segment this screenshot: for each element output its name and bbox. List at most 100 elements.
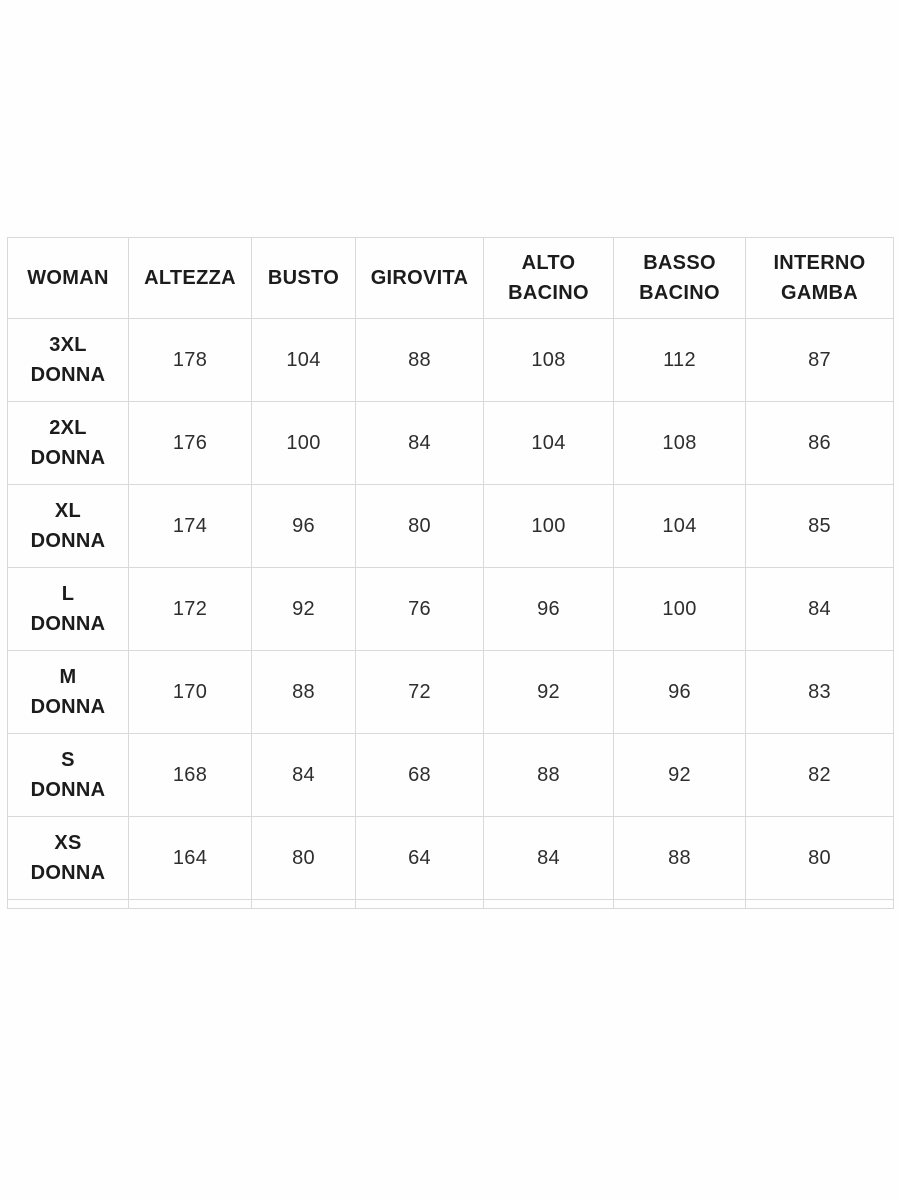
spacer-cell (613, 899, 746, 909)
header-cell-alto-bacino: ALTO BACINO (483, 237, 614, 319)
size-label-line: DONNA (30, 779, 106, 801)
value-cell: 83 (745, 650, 894, 734)
spacer-cell (251, 899, 356, 909)
value-cell: 88 (251, 650, 356, 734)
value-cell: 80 (251, 816, 356, 900)
header-row: WOMAN ALTEZZA BUSTO GIROVITA ALTO BACINO BASSO… (7, 237, 894, 319)
spacer-cell (7, 899, 129, 909)
header-cell-busto: BUSTO (251, 237, 356, 319)
value-cell: 100 (613, 567, 746, 651)
value-cell: 88 (355, 318, 484, 402)
header-label-line: GIROVITA (370, 267, 469, 289)
value-cell: 92 (483, 650, 614, 734)
value-cell: 82 (745, 733, 894, 817)
value-cell: 88 (613, 816, 746, 900)
value-cell: 92 (613, 733, 746, 817)
size-cell: M DONNA (7, 650, 129, 734)
header-label-line: WOMAN (27, 267, 109, 289)
size-label-line: 2XL (49, 417, 87, 439)
table-row-xs-donna: XS DONNA 164 80 64 84 88 80 (7, 816, 894, 900)
size-label-line: DONNA (30, 613, 106, 635)
value-cell: 112 (613, 318, 746, 402)
value-cell: 84 (251, 733, 356, 817)
value-cell: 76 (355, 567, 484, 651)
header-label-line: INTERNO (773, 252, 866, 274)
value-cell: 96 (483, 567, 614, 651)
table-header: WOMAN ALTEZZA BUSTO GIROVITA ALTO BACINO BASSO… (7, 237, 894, 319)
value-cell: 164 (128, 816, 252, 900)
table-row-m-donna: M DONNA 170 88 72 92 96 83 (7, 650, 894, 734)
header-cell-basso-bacino: BASSO BACINO (613, 237, 746, 319)
table-row-xl-donna: XL DONNA 174 96 80 100 104 85 (7, 484, 894, 568)
value-cell: 87 (745, 318, 894, 402)
value-cell: 84 (745, 567, 894, 651)
size-cell: 3XL DONNA (7, 318, 129, 402)
value-cell: 88 (483, 733, 614, 817)
spacer-cell (745, 899, 894, 909)
value-cell: 92 (251, 567, 356, 651)
header-label-line: BACINO (639, 282, 720, 304)
table-row-2xl-donna: 2XL DONNA 176 100 84 104 108 86 (7, 401, 894, 485)
value-cell: 104 (483, 401, 614, 485)
header-label-line: BACINO (508, 282, 589, 304)
header-cell-girovita: GIROVITA (355, 237, 484, 319)
spacer-cell (355, 899, 484, 909)
header-cell-altezza: ALTEZZA (128, 237, 252, 319)
size-cell: L DONNA (7, 567, 129, 651)
spacer-cell (483, 899, 614, 909)
value-cell: 86 (745, 401, 894, 485)
value-cell: 174 (128, 484, 252, 568)
size-label-line: DONNA (30, 530, 106, 552)
value-cell: 80 (355, 484, 484, 568)
size-label-line: DONNA (30, 862, 106, 884)
value-cell: 72 (355, 650, 484, 734)
value-cell: 64 (355, 816, 484, 900)
size-cell: XS DONNA (7, 816, 129, 900)
header-label-line: GAMBA (780, 282, 859, 304)
spacer-cell (128, 899, 252, 909)
value-cell: 168 (128, 733, 252, 817)
table-body: 3XL DONNA 178 104 88 108 112 87 2XL DONNA 176 100 84… (7, 318, 894, 900)
value-cell: 96 (613, 650, 746, 734)
header-cell-interno-gamba: INTERNO GAMBA (745, 237, 894, 319)
value-cell: 84 (483, 816, 614, 900)
size-label-line: S (61, 749, 75, 771)
size-cell: XL DONNA (7, 484, 129, 568)
value-cell: 68 (355, 733, 484, 817)
size-cell: 2XL DONNA (7, 401, 129, 485)
value-cell: 108 (483, 318, 614, 402)
value-cell: 104 (251, 318, 356, 402)
value-cell: 80 (745, 816, 894, 900)
value-cell: 85 (745, 484, 894, 568)
table-row-l-donna: L DONNA 172 92 76 96 100 84 (7, 567, 894, 651)
size-label-line: XL (54, 500, 82, 522)
table-bottom-spacer-row (7, 899, 894, 909)
header-label-line: ALTEZZA (144, 267, 236, 289)
header-label-line: BUSTO (267, 267, 340, 289)
value-cell: 108 (613, 401, 746, 485)
size-label-line: L (61, 583, 75, 605)
header-label-line: ALTO (521, 252, 576, 274)
value-cell: 100 (483, 484, 614, 568)
header-label-line: BASSO (643, 252, 716, 274)
value-cell: 96 (251, 484, 356, 568)
size-label-line: M (59, 666, 77, 688)
size-chart-table: WOMAN ALTEZZA BUSTO GIROVITA ALTO BACINO BASSO… (7, 237, 894, 909)
size-label-line: DONNA (30, 447, 106, 469)
value-cell: 170 (128, 650, 252, 734)
table-row-s-donna: S DONNA 168 84 68 88 92 82 (7, 733, 894, 817)
value-cell: 104 (613, 484, 746, 568)
size-label-line: DONNA (30, 364, 106, 386)
value-cell: 84 (355, 401, 484, 485)
table-footer (7, 899, 894, 909)
size-label-line: 3XL (49, 334, 87, 356)
value-cell: 176 (128, 401, 252, 485)
value-cell: 172 (128, 567, 252, 651)
size-label-line: XS (54, 832, 82, 854)
header-cell-woman: WOMAN (7, 237, 129, 319)
value-cell: 100 (251, 401, 356, 485)
value-cell: 178 (128, 318, 252, 402)
table-row-3xl-donna: 3XL DONNA 178 104 88 108 112 87 (7, 318, 894, 402)
size-label-line: DONNA (30, 696, 106, 718)
